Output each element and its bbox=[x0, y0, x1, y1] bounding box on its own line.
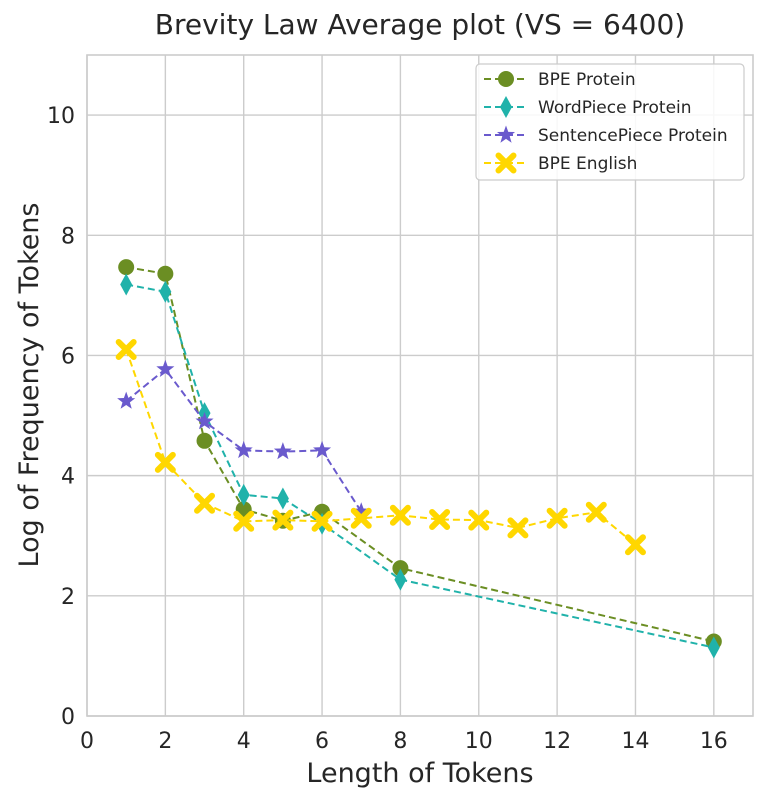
data-point bbox=[392, 560, 409, 577]
x-axis-label: Length of Tokens bbox=[306, 758, 533, 789]
y-tick-label: 0 bbox=[61, 705, 75, 730]
y-tick-label: 4 bbox=[61, 465, 75, 490]
series-line bbox=[126, 266, 715, 643]
data-point bbox=[624, 534, 646, 556]
data-point bbox=[196, 432, 213, 449]
legend-marker bbox=[495, 152, 517, 174]
data-point bbox=[195, 412, 214, 430]
series-line bbox=[125, 283, 715, 649]
legend: BPE Protein WordPiece Protein SentencePiec… bbox=[475, 63, 745, 181]
series-group bbox=[115, 259, 722, 659]
series-line bbox=[125, 349, 637, 546]
x-tick-label: 16 bbox=[700, 729, 728, 754]
data-point bbox=[276, 487, 289, 510]
legend-entry: BPE English bbox=[538, 154, 637, 174]
x-tick-label: 8 bbox=[393, 729, 407, 754]
x-tick-label: 10 bbox=[465, 729, 493, 754]
legend-entry: SentencePiece Protein bbox=[538, 126, 728, 146]
chart-title: Brevity Law Average plot (VS = 6400) bbox=[155, 8, 685, 41]
data-point bbox=[394, 568, 407, 591]
data-point bbox=[237, 483, 250, 506]
legend-marker bbox=[496, 125, 516, 143]
series-2 bbox=[117, 359, 371, 520]
data-point bbox=[118, 259, 135, 276]
x-tick-label: 0 bbox=[80, 729, 94, 754]
x-tick-label: 6 bbox=[315, 729, 329, 754]
y-tick-label: 8 bbox=[61, 224, 75, 249]
y-axis-ticks: 0 2 4 6 8 10 bbox=[47, 104, 75, 730]
data-point bbox=[159, 280, 172, 303]
legend-box bbox=[475, 63, 745, 181]
data-point bbox=[507, 517, 529, 539]
series-0 bbox=[118, 259, 722, 650]
data-point bbox=[154, 451, 176, 473]
data-point bbox=[234, 440, 253, 459]
data-point bbox=[311, 510, 333, 532]
plot-frame bbox=[86, 54, 754, 717]
data-point bbox=[157, 265, 174, 282]
x-tick-label: 2 bbox=[158, 729, 172, 754]
data-point bbox=[350, 507, 372, 529]
data-point bbox=[273, 442, 292, 460]
data-point bbox=[194, 492, 216, 514]
y-axis-label: Log of Frequency of Tokens bbox=[14, 203, 45, 568]
data-point bbox=[120, 273, 133, 296]
data-point bbox=[156, 359, 175, 377]
y-tick-label: 6 bbox=[61, 344, 75, 369]
legend-marker bbox=[498, 71, 514, 87]
x-axis-ticks: 0 2 4 6 8 10 12 14 16 bbox=[80, 729, 728, 754]
x-tick-label: 12 bbox=[543, 729, 571, 754]
data-point bbox=[707, 636, 720, 659]
series-3 bbox=[115, 338, 646, 556]
legend-entry: WordPiece Protein bbox=[538, 98, 692, 118]
data-point bbox=[468, 509, 490, 531]
data-point bbox=[352, 502, 371, 520]
data-point bbox=[115, 338, 137, 360]
data-point bbox=[389, 504, 411, 526]
data-point bbox=[546, 507, 568, 529]
data-point bbox=[233, 510, 255, 532]
y-tick-label: 10 bbox=[47, 104, 75, 129]
x-tick-label: 14 bbox=[621, 729, 649, 754]
y-tick-label: 2 bbox=[61, 585, 75, 610]
x-tick-label: 4 bbox=[237, 729, 251, 754]
series-1 bbox=[120, 273, 720, 659]
data-point bbox=[429, 509, 451, 531]
data-point bbox=[585, 501, 607, 523]
legend-marker bbox=[500, 96, 512, 118]
data-point bbox=[117, 391, 136, 409]
legend-entry: BPE Protein bbox=[538, 70, 636, 90]
data-point bbox=[313, 440, 332, 459]
data-point bbox=[272, 509, 294, 531]
